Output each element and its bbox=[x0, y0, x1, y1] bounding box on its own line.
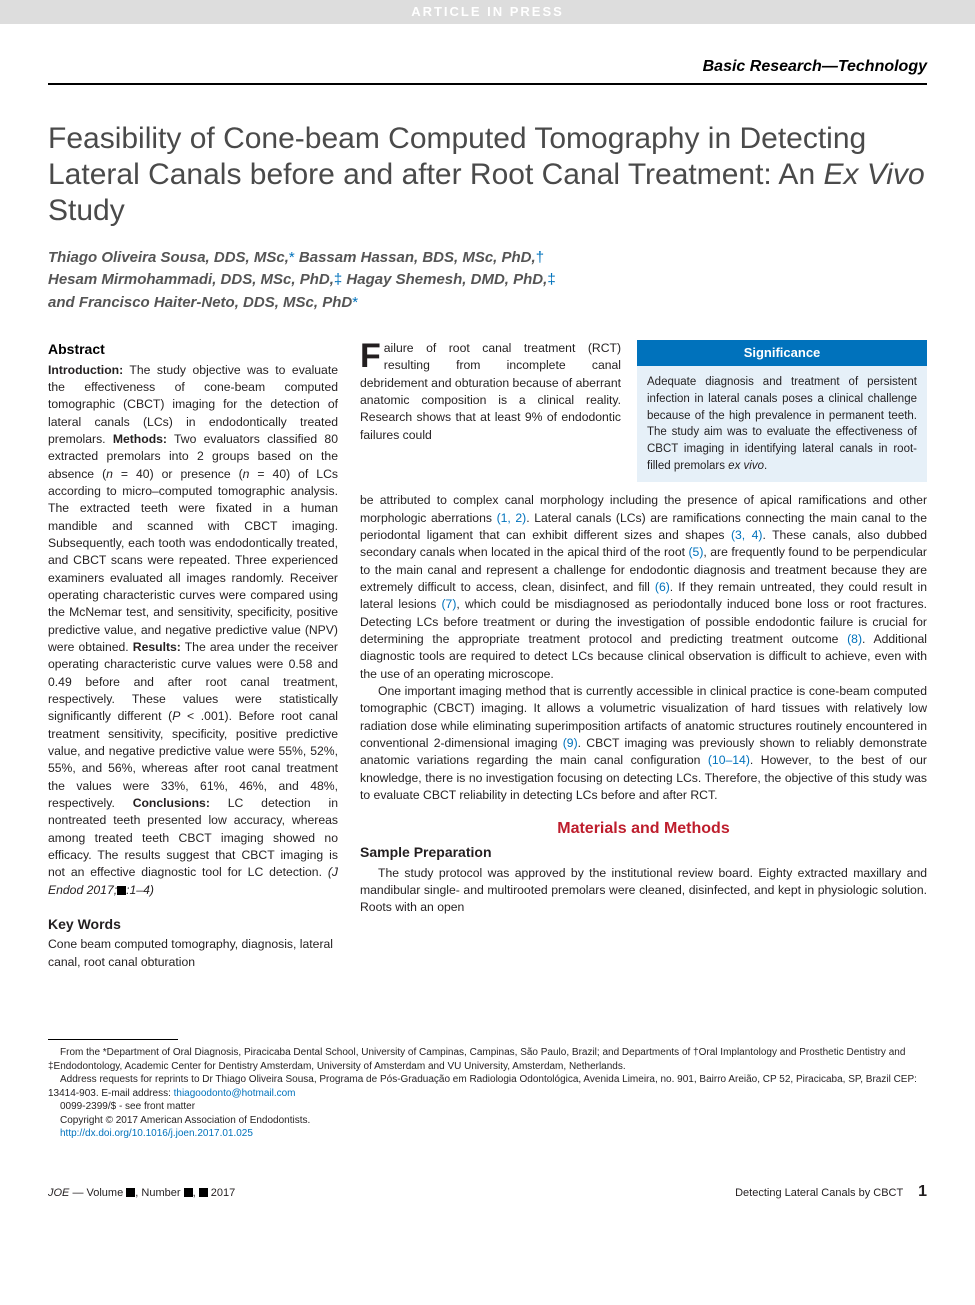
footnote-doi: http://dx.doi.org/10.1016/j.joen.2017.01… bbox=[48, 1127, 927, 1141]
sample-prep-heading: Sample Preparation bbox=[360, 843, 927, 863]
main-paragraph-1: be attributed to complex canal morpholog… bbox=[360, 492, 927, 683]
significance-body: Adequate diagnosis and treatment of pers… bbox=[637, 366, 927, 482]
keywords-heading: Key Words bbox=[48, 915, 338, 935]
left-column: Abstract Introduction: The study objecti… bbox=[48, 340, 338, 971]
section-label: Basic Research—Technology bbox=[48, 56, 927, 84]
author-list: Thiago Oliveira Sousa, DDS, MSc,* Bassam… bbox=[48, 247, 927, 315]
abstract-body: Introduction: The study objective was to… bbox=[48, 362, 338, 899]
page-number: 1 bbox=[918, 1183, 927, 1200]
two-column-layout: Abstract Introduction: The study objecti… bbox=[48, 340, 927, 971]
dropcap: F bbox=[360, 340, 384, 371]
doi-link[interactable]: http://dx.doi.org/10.1016/j.joen.2017.01… bbox=[60, 1128, 253, 1139]
article-title: Feasibility of Cone-beam Computed Tomogr… bbox=[48, 121, 927, 229]
article-in-press-banner: ARTICLE IN PRESS bbox=[0, 0, 975, 24]
significance-box: Significance Adequate diagnosis and trea… bbox=[637, 340, 927, 482]
footnote-rule bbox=[48, 1039, 178, 1040]
footnote-affiliations: From the *Department of Oral Diagnosis, … bbox=[48, 1046, 927, 1073]
footnote-reprints: Address requests for reprints to Dr Thia… bbox=[48, 1073, 927, 1100]
right-column: Failure of root canal treatment (RCT) re… bbox=[360, 340, 927, 971]
footer-left: JOE — Volume , Number , 2017 bbox=[48, 1186, 235, 1201]
sample-prep-body: The study protocol was approved by the i… bbox=[360, 865, 927, 917]
main-paragraph-2: One important imaging method that is cur… bbox=[360, 683, 927, 804]
significance-header: Significance bbox=[637, 340, 927, 366]
keywords-body: Cone beam computed tomography, diagnosis… bbox=[48, 936, 338, 971]
running-title: Detecting Lateral Canals by CBCT bbox=[735, 1187, 903, 1199]
intro-lead-text: ailure of root canal treatment (RCT) res… bbox=[360, 341, 621, 442]
materials-heading: Materials and Methods bbox=[360, 818, 927, 841]
intro-lead-paragraph: Failure of root canal treatment (RCT) re… bbox=[360, 340, 621, 482]
page-footer: JOE — Volume , Number , 2017 Detecting L… bbox=[48, 1181, 927, 1203]
main-body-text: be attributed to complex canal morpholog… bbox=[360, 492, 927, 916]
abstract-heading: Abstract bbox=[48, 340, 338, 360]
footnotes: From the *Department of Oral Diagnosis, … bbox=[48, 1046, 927, 1141]
intro-and-significance-row: Failure of root canal treatment (RCT) re… bbox=[360, 340, 927, 482]
footer-right: Detecting Lateral Canals by CBCT 1 bbox=[735, 1181, 927, 1203]
footnote-copyright-2: Copyright © 2017 American Association of… bbox=[48, 1114, 927, 1128]
page-container: Basic Research—Technology Feasibility of… bbox=[0, 24, 975, 1227]
footnote-copyright-1: 0099-2399/$ - see front matter bbox=[48, 1100, 927, 1114]
